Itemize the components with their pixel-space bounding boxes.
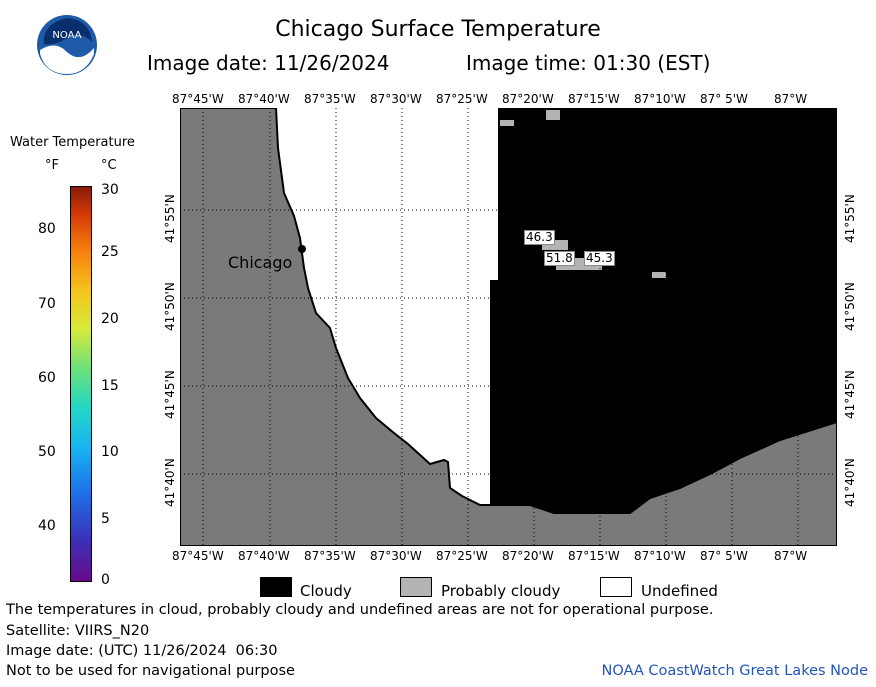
temp-label-1: 46.3: [524, 230, 555, 245]
legend-swatch-cloudy: [260, 577, 292, 597]
tick-c-25: 25: [101, 244, 119, 260]
legend-label-cloudy: Cloudy: [300, 582, 352, 600]
lon-label: 87° 5'W: [700, 92, 748, 106]
chicago-marker: [298, 245, 306, 253]
map-svg: [179, 107, 838, 547]
noaa-logo: NOAA: [36, 14, 98, 76]
footer-credit: NOAA CoastWatch Great Lakes Node: [601, 663, 868, 679]
lon-label: 87°45'W: [172, 549, 224, 563]
tick-c-15: 15: [101, 378, 119, 394]
lon-label: 87°35'W: [304, 549, 356, 563]
lon-label: 87°15'W: [568, 549, 620, 563]
tick-c-10: 10: [101, 444, 119, 460]
lon-label: 87°40'W: [238, 549, 290, 563]
city-label-chicago: Chicago: [228, 253, 293, 272]
legend-label-probably-cloudy: Probably cloudy: [441, 582, 561, 600]
lat-label: 41°45'N: [163, 370, 177, 419]
probably-cloudy-patch: [652, 272, 666, 278]
legend-swatch-undefined: [600, 577, 632, 597]
lon-label: 87°10'W: [634, 549, 686, 563]
tick-c-20: 20: [101, 311, 119, 327]
tick-f-40: 40: [38, 518, 56, 534]
colorbar-unit-f: °F: [45, 158, 59, 173]
lon-label: 87°10'W: [634, 92, 686, 106]
lat-label: 41°55'N: [163, 194, 177, 243]
map-grid: [180, 108, 837, 546]
cloudy-area: [490, 108, 837, 513]
lat-label: 41°40'N: [843, 458, 857, 507]
lon-label: 87°30'W: [370, 549, 422, 563]
lon-label: 87°45'W: [172, 92, 224, 106]
temperature-colorbar: [70, 186, 92, 582]
temp-label-3: 45.3: [584, 251, 615, 266]
lon-label: 87°30'W: [370, 92, 422, 106]
tick-f-70: 70: [38, 296, 56, 312]
footer-navigation-warning: Not to be used for navigational purpose: [6, 663, 295, 679]
lon-label: 87°25'W: [436, 92, 488, 106]
colorbar-title: Water Temperature: [10, 135, 135, 150]
legend-swatch-probably-cloudy: [400, 577, 432, 597]
image-time: Image time: 01:30 (EST): [466, 51, 711, 75]
image-date: Image date: 11/26/2024: [147, 51, 390, 75]
lon-label: 87°40'W: [238, 92, 290, 106]
probably-cloudy-patch: [500, 120, 514, 126]
colorbar-unit-c: °C: [101, 158, 117, 173]
lon-label: 87°15'W: [568, 92, 620, 106]
lon-label: 87°25'W: [436, 549, 488, 563]
tick-c-5: 5: [101, 511, 110, 527]
footer-satellite: Satellite: VIIRS_N20: [6, 623, 150, 639]
footer-disclaimer: The temperatures in cloud, probably clou…: [6, 602, 714, 618]
footer-utc-date: Image date: (UTC) 11/26/2024 06:30: [6, 643, 278, 659]
map-panel: Chicago 46.3 51.8 45.3: [179, 107, 838, 547]
lon-label: 87° 5'W: [700, 549, 748, 563]
lat-label: 41°40'N: [163, 458, 177, 507]
tick-f-50: 50: [38, 444, 56, 460]
temp-label-2: 51.8: [544, 251, 575, 266]
tick-f-60: 60: [38, 370, 56, 386]
probably-cloudy-patch: [546, 110, 560, 120]
tick-c-0: 0: [101, 572, 110, 588]
lon-label: 87°W: [774, 92, 808, 106]
page-title: Chicago Surface Temperature: [275, 17, 601, 42]
tick-c-30: 30: [101, 182, 119, 198]
lat-label: 41°55'N: [843, 194, 857, 243]
logo-text: NOAA: [52, 30, 81, 41]
lon-label: 87°W: [774, 549, 808, 563]
probably-cloudy-patch: [542, 240, 568, 250]
lat-label: 41°50'N: [163, 282, 177, 331]
lon-label: 87°35'W: [304, 92, 356, 106]
lon-label: 87°20'W: [502, 92, 554, 106]
lat-label: 41°45'N: [843, 370, 857, 419]
tick-f-80: 80: [38, 221, 56, 237]
legend-label-undefined: Undefined: [641, 582, 718, 600]
lat-label: 41°50'N: [843, 282, 857, 331]
lon-label: 87°20'W: [502, 549, 554, 563]
